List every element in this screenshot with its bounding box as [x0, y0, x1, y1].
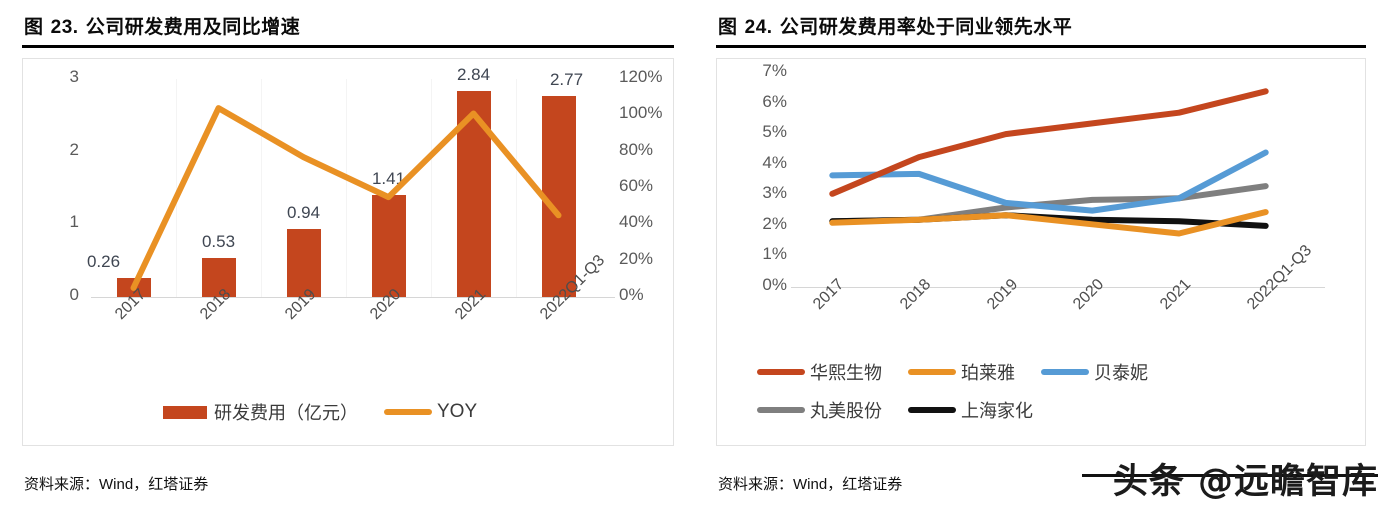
legend-line-swatch [384, 409, 432, 415]
legend-line-swatch [757, 369, 805, 375]
figure-23-bar-label: 2.77 [549, 69, 584, 89]
figure-23-bar-label: 0.26 [86, 252, 121, 272]
legend-line-swatch [908, 369, 956, 375]
figure-24-title-rule [716, 45, 1366, 48]
figure-23-ytick-left: 2 [69, 139, 79, 159]
legend-item-label: 贝泰妮 [1094, 363, 1148, 384]
figure-23-plot-area: 0 1 2 3 0% 20% 40% 60% 80% 100% 120% 0.26 0.53 0.94 1.… [23, 59, 673, 379]
figure-24-legend-row2: 丸美股份 上海家化 [757, 397, 1059, 423]
figure-23-ytick-right: 40% [619, 212, 654, 232]
figure-23-category-divider [431, 79, 432, 297]
figure-23-bar-label: 0.94 [286, 202, 321, 222]
figure-23-source: 资料来源：Wind，红塔证券 [24, 473, 208, 494]
figure-23-title-number: 23. [50, 17, 79, 38]
figure-23-source-prefix: 资料来源： [24, 475, 100, 493]
figure-23-chart: 0 1 2 3 0% 20% 40% 60% 80% 100% 120% 0.26 0.53 0.94 1.… [22, 58, 674, 446]
legend-line-swatch [1041, 369, 1089, 375]
figure-24-title-number: 24. [744, 17, 773, 38]
figure-23-legend: 研发费用（亿元） YOY [163, 399, 503, 425]
figure-23-bar-label: 0.53 [201, 232, 236, 252]
figure-24-series-path [829, 209, 1269, 237]
figure-24-source: 资料来源：Wind，红塔证券 [718, 473, 902, 494]
figure-24-baseline [791, 287, 1325, 288]
figure-23-ytick-right: 120% [619, 67, 663, 86]
figure-24-ytick: 6% [762, 91, 787, 111]
legend-item-label: 丸美股份 [810, 401, 882, 422]
figure-23-ytick-right: 20% [619, 248, 654, 268]
figure-23-category-divider [261, 79, 262, 297]
watermark-strike [1082, 474, 1378, 477]
figure-23-source-wind: Wind [99, 476, 134, 493]
figure-23-ytick-left: 3 [69, 67, 79, 86]
figure-24-ytick: 0% [762, 275, 787, 294]
figure-24-chart: 0% 1% 2% 3% 4% 5% 6% 7% 2017 2018 2019 2020 2021 2022… [716, 58, 1366, 446]
legend-bar-swatch [163, 405, 207, 419]
figure-23-title-text: 公司研发费用及同比增速 [85, 16, 301, 38]
figure-23-baseline [91, 297, 615, 298]
figure-24-series-path [829, 149, 1269, 214]
figure-24-title: 图 24. 公司研发费用率处于同业领先水平 [716, 0, 1366, 45]
figure-23-ytick-right: 80% [619, 139, 654, 159]
figure-23-ytick-left: 0 [69, 285, 79, 304]
figure-23-category-divider [346, 79, 347, 297]
figure-23-ytick-right: 0% [619, 285, 644, 304]
legend-item-label: 华熙生物 [810, 363, 882, 384]
figure-23-ytick-right: 100% [619, 103, 663, 123]
figure-23-title-rule [22, 45, 674, 48]
figure-23-panel: 图 23. 公司研发费用及同比增速 0 1 2 3 0% 20% 40% 60% 80% 100%… [22, 0, 674, 508]
figure-24-ytick: 7% [762, 61, 787, 80]
figure-23-title-prefix: 图 [24, 16, 44, 38]
figure-24-source-prefix: 资料来源： [718, 475, 794, 493]
figure-23-bar [541, 95, 576, 297]
figure-23-bar [286, 228, 321, 297]
figure-24-source-wind: Wind [793, 476, 828, 493]
legend-item-label: 上海家化 [961, 401, 1033, 422]
legend-item: 贝泰妮 [1041, 359, 1148, 385]
legend-line-swatch [757, 407, 805, 413]
legend-line-swatch [908, 407, 956, 413]
watermark: 头条 @远瞻智库 [1112, 462, 1378, 502]
figure-24-series-path [829, 88, 1269, 197]
figure-24-ytick: 2% [762, 213, 787, 233]
figure-23-ytick-left: 1 [69, 212, 79, 232]
figure-23-category-divider [516, 79, 517, 297]
figure-23-category-divider [176, 79, 177, 297]
figure-23-yoy-line [130, 105, 562, 291]
figure-24-legend-row1: 华熙生物 珀莱雅 贝泰妮 [757, 359, 1174, 385]
legend-item: 研发费用（亿元） [163, 399, 358, 425]
legend-item-label: 研发费用（亿元） [214, 403, 358, 424]
legend-item: 珀莱雅 [908, 359, 1015, 385]
figure-24-series-lines [829, 88, 1269, 237]
figure-23-bar [201, 258, 236, 297]
figure-24-plot-area: 0% 1% 2% 3% 4% 5% 6% 7% 2017 2018 2019 2020 2021 2022… [717, 59, 1365, 379]
figure-24-ytick: 4% [762, 152, 787, 172]
legend-item-label: 珀莱雅 [961, 363, 1015, 384]
figure-23-ytick-right: 60% [619, 176, 654, 195]
figure-23-bar-label: 2.84 [456, 64, 491, 84]
legend-item: 丸美股份 [757, 397, 882, 423]
figure-23-bar-label: 1.41 [371, 168, 406, 188]
legend-item: 华熙生物 [757, 359, 882, 385]
legend-item-label: YOY [437, 401, 478, 422]
figure-24-title-text: 公司研发费用率处于同业领先水平 [779, 16, 1073, 38]
figure-24-ytick: 5% [762, 122, 787, 142]
figure-24-title-prefix: 图 [718, 16, 738, 38]
figure-24-ytick: 1% [762, 244, 787, 264]
legend-item: YOY [384, 401, 477, 423]
figure-23-title: 图 23. 公司研发费用及同比增速 [22, 0, 674, 45]
figure-24-panel: 图 24. 公司研发费用率处于同业领先水平 0% 1% 2% 3% 4% 5% 6% 7% 20… [716, 0, 1366, 508]
figure-23-bar [371, 194, 406, 297]
legend-item: 上海家化 [908, 397, 1033, 423]
figure-24-ytick: 3% [762, 183, 787, 203]
figure-23-source-tail: ，红塔证券 [133, 475, 209, 493]
figure-24-source-tail: ，红塔证券 [827, 475, 903, 493]
